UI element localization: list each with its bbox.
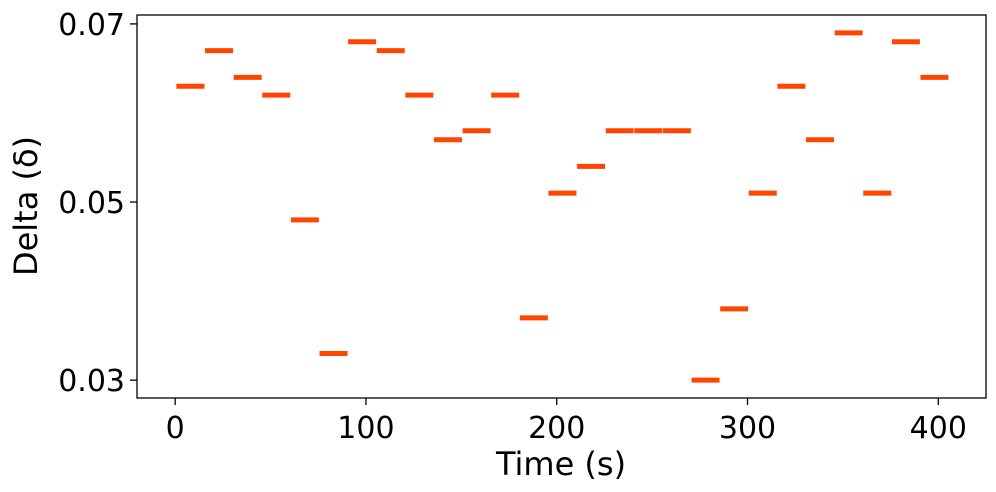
x-axis-ticks: 0 100 200 300 400 (166, 398, 967, 446)
y-axis-ticks: 0.03 0.05 0.07 (58, 8, 137, 399)
x-tick-label: 0 (166, 411, 185, 446)
y-tick-label: 0.03 (58, 364, 125, 399)
data-marks (176, 30, 949, 383)
x-tick-label: 300 (719, 411, 776, 446)
x-tick-label: 400 (910, 411, 967, 446)
plot-frame (136, 14, 987, 399)
x-tick-label: 200 (528, 411, 585, 446)
y-tick-label: 0.05 (58, 186, 125, 221)
y-axis-title: Delta (δ) (7, 136, 45, 276)
x-axis-title: Time (s) (495, 445, 626, 483)
y-tick-label: 0.07 (58, 8, 125, 43)
plot-area (137, 15, 986, 398)
x-tick-label: 100 (337, 411, 394, 446)
